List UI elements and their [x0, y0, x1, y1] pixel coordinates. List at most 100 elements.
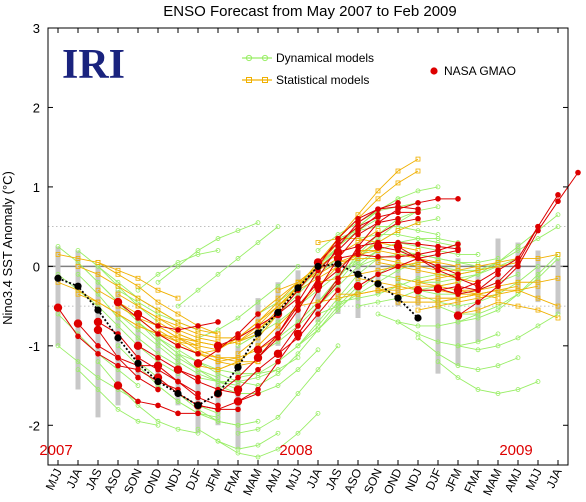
dynamical-point [175, 359, 181, 365]
dynamical-line [197, 428, 279, 450]
statistical-point [235, 351, 241, 357]
dynamical-point [515, 355, 521, 361]
dynamical-point [155, 279, 161, 285]
nasa-point [113, 381, 123, 390]
dynamical-series [195, 263, 301, 341]
nasa-point [213, 341, 223, 351]
nasa-point [435, 251, 441, 258]
statistical-point [415, 279, 421, 285]
nasa-point [233, 385, 243, 394]
statistical-line [458, 277, 559, 291]
nasa-point [233, 397, 243, 406]
statistical-point [555, 252, 561, 257]
dynamical-point [475, 347, 481, 353]
statistical-line [337, 257, 439, 271]
dynamical-point [175, 263, 181, 269]
dynamical-point [435, 351, 441, 357]
nasa-point [515, 255, 521, 262]
nasa-point [435, 243, 441, 250]
nasa-point [235, 331, 241, 337]
nasa-point [415, 251, 421, 258]
statistical-line [277, 250, 379, 291]
nasa-point [295, 299, 301, 305]
dynamical-point [235, 430, 241, 436]
observed-point [394, 294, 402, 302]
statistical-point [435, 295, 441, 301]
nasa-line [217, 281, 319, 394]
nasa-point [333, 247, 343, 257]
nasa-line [257, 202, 399, 359]
statistical-point [155, 287, 161, 293]
nasa-point [335, 235, 341, 242]
nasa-point [373, 242, 383, 251]
observed-point [274, 308, 282, 317]
nasa-point [555, 198, 561, 205]
nasa-point [295, 323, 301, 329]
dynamical-line [237, 345, 339, 434]
statistical-point [395, 275, 401, 281]
dynamical-point [315, 347, 321, 353]
legend-nasa-marker [430, 67, 438, 75]
statistical-point [515, 279, 521, 285]
nasa-series [133, 309, 221, 333]
nasa-point [235, 374, 241, 381]
nasa-point [195, 374, 201, 381]
dynamical-point [215, 438, 221, 444]
dynamical-point [235, 450, 241, 456]
dynamical-point [475, 339, 481, 345]
dynamical-line [157, 222, 259, 283]
nasa-point [275, 335, 281, 341]
statistical-line [137, 305, 238, 339]
observed-point [414, 314, 422, 322]
statistical-point [415, 156, 421, 162]
dynamical-line [457, 254, 559, 323]
observed-point [354, 270, 362, 278]
nasa-point [175, 327, 181, 333]
dynamical-point [75, 359, 81, 365]
statistical-line [377, 261, 479, 283]
dynamical-point [395, 319, 401, 325]
nasa-point [475, 287, 481, 294]
nasa-point [433, 284, 443, 293]
nasa-point [575, 169, 581, 176]
statistical-point [175, 295, 181, 301]
statistical-point [415, 299, 421, 305]
nasa-point [155, 331, 161, 337]
dynamical-point [315, 248, 321, 253]
statistical-point [215, 335, 221, 341]
observed-point [374, 280, 382, 288]
nasa-point [355, 219, 361, 226]
y-tick-label: -1 [28, 339, 40, 354]
dynamical-point [375, 311, 381, 317]
nasa-point [375, 219, 381, 226]
nasa-point [175, 378, 181, 385]
statistical-point [415, 307, 421, 313]
observed-point [194, 401, 202, 410]
statistical-point [315, 240, 321, 245]
nasa-point [133, 341, 143, 351]
dynamical-point [115, 323, 121, 329]
dynamical-point [435, 204, 441, 210]
statistical-point [95, 271, 101, 277]
nasa-point [135, 354, 141, 361]
dynamical-point [315, 367, 321, 373]
statistical-point [395, 228, 401, 234]
legend-statistical-marker-b [262, 77, 268, 83]
dynamical-point [275, 414, 281, 420]
dynamical-line [177, 226, 279, 307]
dynamical-point [435, 359, 441, 365]
nasa-point [195, 350, 201, 357]
observed-point [314, 262, 322, 270]
dynamical-point [535, 323, 541, 329]
nasa-point [195, 323, 201, 329]
dynamical-point [235, 256, 241, 261]
statistical-point [135, 295, 141, 301]
statistical-line [438, 254, 559, 271]
dynamical-point [535, 379, 541, 384]
dynamical-point [535, 263, 541, 269]
nasa-point [215, 319, 221, 325]
dynamical-point [455, 343, 461, 349]
chart-title: ENSO Forecast from May 2007 to Feb 2009 [163, 3, 456, 20]
statistical-point [375, 188, 381, 194]
statistical-point [435, 303, 441, 309]
